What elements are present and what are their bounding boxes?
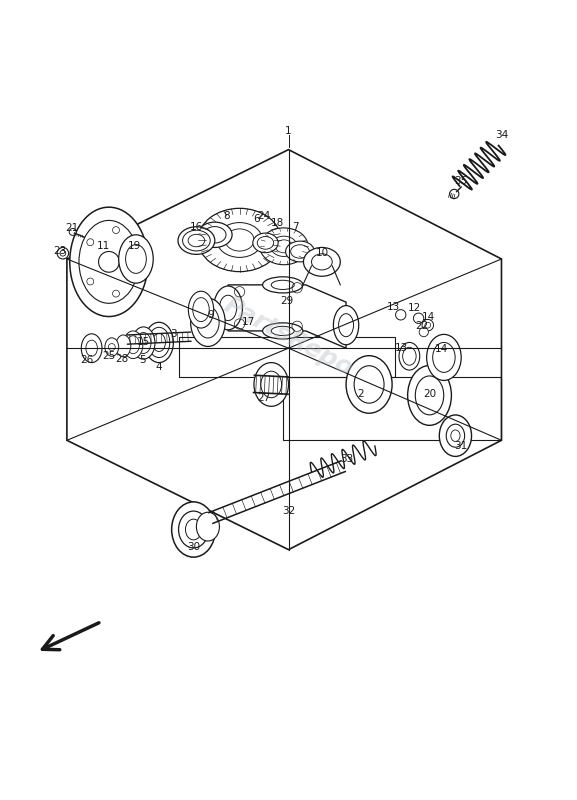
Text: 2: 2 — [357, 390, 364, 399]
Text: 26: 26 — [80, 354, 93, 365]
Text: 30: 30 — [187, 542, 200, 552]
Text: 13: 13 — [395, 343, 409, 353]
Text: 14: 14 — [434, 344, 448, 354]
Circle shape — [419, 327, 428, 337]
Ellipse shape — [346, 356, 392, 414]
Ellipse shape — [188, 291, 213, 328]
Text: 21: 21 — [65, 223, 78, 234]
Ellipse shape — [132, 327, 155, 359]
Text: 22: 22 — [415, 322, 429, 331]
Text: 35: 35 — [455, 176, 468, 186]
Text: 14: 14 — [422, 311, 435, 322]
Text: 11: 11 — [96, 241, 110, 250]
Text: 24: 24 — [257, 211, 271, 221]
Ellipse shape — [253, 233, 278, 253]
Ellipse shape — [79, 221, 139, 303]
Text: 18: 18 — [271, 218, 284, 228]
Ellipse shape — [116, 335, 131, 357]
Text: 6: 6 — [253, 214, 260, 224]
Text: 15: 15 — [137, 338, 150, 347]
Ellipse shape — [408, 366, 451, 426]
Ellipse shape — [198, 208, 281, 272]
Text: 25: 25 — [102, 351, 115, 362]
Ellipse shape — [399, 342, 419, 370]
Text: 1: 1 — [285, 126, 292, 136]
Ellipse shape — [148, 327, 170, 358]
Ellipse shape — [260, 228, 308, 265]
Text: 16: 16 — [190, 222, 203, 232]
Ellipse shape — [213, 286, 242, 330]
Text: 19: 19 — [128, 241, 141, 250]
Text: 9: 9 — [208, 310, 214, 320]
Ellipse shape — [196, 512, 219, 541]
Text: 5: 5 — [140, 354, 146, 365]
Ellipse shape — [263, 277, 303, 293]
Ellipse shape — [182, 230, 210, 251]
Ellipse shape — [178, 226, 215, 254]
Text: 28: 28 — [115, 354, 128, 363]
Text: 33: 33 — [340, 454, 354, 464]
Ellipse shape — [446, 424, 464, 447]
Ellipse shape — [286, 241, 314, 262]
Ellipse shape — [254, 362, 288, 406]
Ellipse shape — [119, 234, 153, 283]
Ellipse shape — [70, 207, 148, 317]
Ellipse shape — [123, 331, 143, 358]
Text: 8: 8 — [223, 211, 230, 221]
Circle shape — [413, 313, 424, 323]
Ellipse shape — [178, 511, 208, 548]
Ellipse shape — [105, 338, 119, 356]
Ellipse shape — [197, 222, 232, 247]
Text: 17: 17 — [242, 318, 255, 327]
Text: 12: 12 — [407, 303, 421, 313]
Text: 13: 13 — [387, 302, 400, 312]
Text: 27: 27 — [257, 394, 271, 403]
Text: 7: 7 — [292, 222, 299, 232]
Text: PartsRepо: PartsRepо — [220, 293, 357, 381]
Ellipse shape — [145, 322, 173, 362]
Ellipse shape — [263, 323, 303, 339]
Ellipse shape — [426, 334, 461, 381]
Text: 32: 32 — [282, 506, 295, 515]
Text: 20: 20 — [423, 390, 436, 399]
Text: 4: 4 — [156, 362, 162, 372]
Circle shape — [69, 229, 76, 235]
Text: 34: 34 — [495, 130, 508, 140]
Ellipse shape — [126, 245, 147, 274]
Text: 29: 29 — [281, 296, 294, 306]
Polygon shape — [228, 285, 346, 348]
Ellipse shape — [439, 415, 471, 457]
Circle shape — [449, 190, 459, 198]
Ellipse shape — [304, 247, 340, 276]
Text: 31: 31 — [455, 441, 468, 451]
Text: 3: 3 — [170, 330, 177, 339]
Ellipse shape — [334, 306, 359, 345]
Text: 23: 23 — [53, 246, 66, 257]
Ellipse shape — [81, 334, 102, 362]
Ellipse shape — [261, 371, 282, 398]
Ellipse shape — [171, 502, 215, 557]
Text: 10: 10 — [315, 248, 328, 258]
Ellipse shape — [190, 298, 225, 346]
